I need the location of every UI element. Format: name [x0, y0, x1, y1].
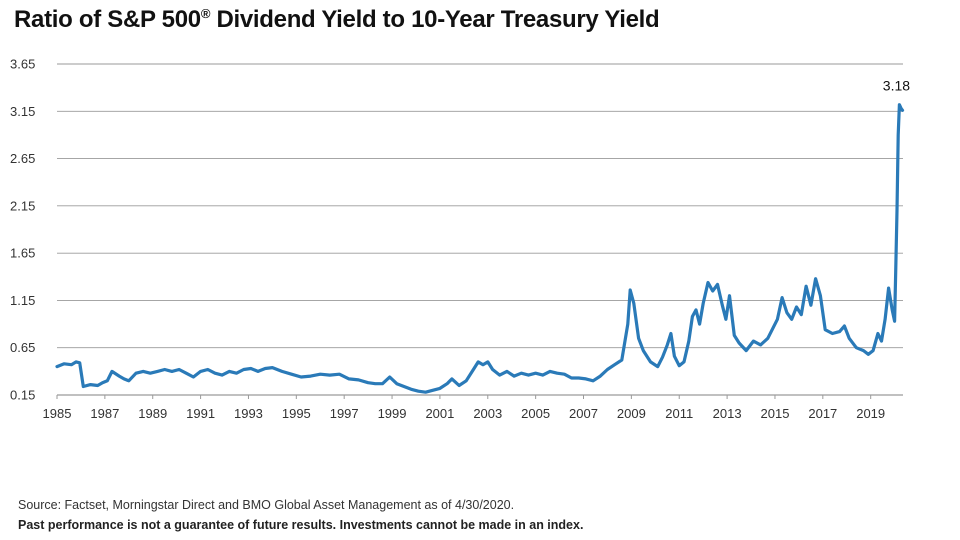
disclaimer: Past performance is not a guarantee of f… [18, 518, 584, 532]
x-tick-label: 2005 [521, 406, 550, 421]
y-axis-tick-labels: 3.65 3.15 2.65 2.15 1.65 1.15 0.65 0.15 [10, 57, 35, 403]
x-tick-label: 1987 [90, 406, 119, 421]
x-tick-label: 2001 [425, 406, 454, 421]
x-axis-tick-labels: 1985 1987 1989 1991 1993 1995 1997 1999 2001 2003… [43, 406, 886, 421]
x-tick-label: 2011 [665, 406, 693, 421]
chart-title-main: Ratio of S&P 500 [14, 6, 201, 33]
y-tick-label: 3.65 [10, 57, 35, 72]
x-tick-label: 2003 [473, 406, 502, 421]
peak-value-label: 3.18 [883, 77, 910, 93]
grid-lines [56, 63, 903, 399]
x-tick-label: 2007 [569, 406, 598, 421]
annotations: 3.18 [883, 77, 910, 93]
series-layer [55, 103, 905, 394]
y-tick-label: 1.65 [10, 246, 35, 261]
x-tick-label: 1999 [378, 406, 407, 421]
source-note: Source: Factset, Morningstar Direct and … [18, 498, 515, 512]
series-line [55, 103, 905, 394]
x-tick-label: 2017 [808, 406, 837, 421]
y-tick-label: 2.65 [10, 151, 35, 166]
x-tick-label: 1995 [282, 406, 311, 421]
y-tick-label: 0.65 [10, 340, 35, 355]
chart-title: Ratio of S&P 500® Dividend Yield to 10-Y… [14, 6, 660, 34]
y-tick-label: 3.15 [10, 104, 35, 119]
x-tick-label: 2019 [856, 406, 885, 421]
x-tick-label: 1991 [186, 406, 215, 421]
y-tick-label: 0.15 [10, 388, 35, 403]
chart-title-rest: Dividend Yield to 10-Year Treasury Yield [210, 6, 660, 33]
x-tick-label: 2013 [713, 406, 742, 421]
x-tick-label: 1985 [43, 406, 72, 421]
registered-mark: ® [200, 6, 211, 21]
y-tick-label: 2.15 [10, 198, 35, 213]
x-tick-label: 1997 [330, 406, 359, 421]
y-tick-label: 1.15 [10, 293, 35, 308]
x-tick-label: 1993 [234, 406, 263, 421]
x-tick-label: 1989 [138, 406, 167, 421]
x-tick-label: 2009 [617, 406, 646, 421]
x-tick-label: 2015 [761, 406, 790, 421]
